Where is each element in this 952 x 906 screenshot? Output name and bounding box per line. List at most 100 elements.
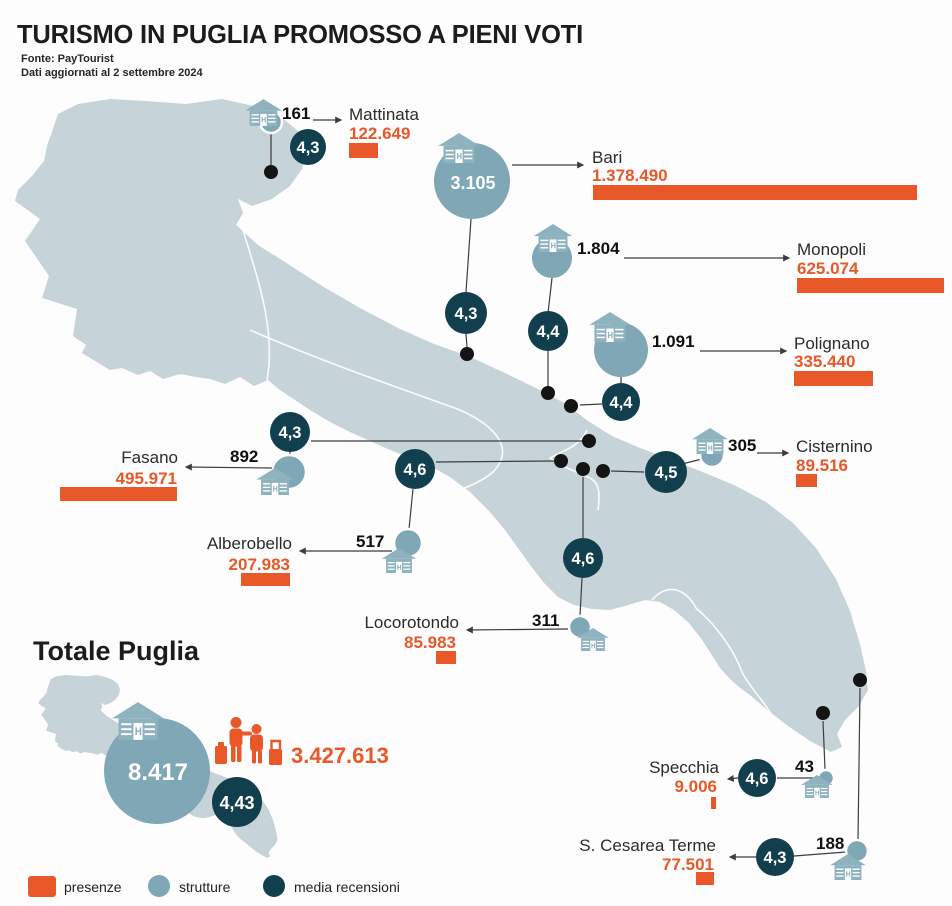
cisternino-strutture-value: 305	[728, 436, 756, 455]
mattinata-media-circle	[290, 129, 326, 165]
totale-heading: Totale Puglia	[33, 636, 200, 666]
city-group-specchia: 4,6 43 Specchia 9.006	[649, 706, 836, 809]
polignano-presenze-value: 335.440	[794, 352, 855, 371]
map-dot	[541, 386, 555, 400]
house-icon	[691, 428, 729, 454]
connector-line	[579, 403, 603, 406]
connector-line	[579, 577, 583, 617]
house-icon	[112, 702, 164, 740]
totale-presenze-value: 3.427.613	[291, 743, 389, 768]
house-icon	[245, 99, 282, 126]
map-dot	[554, 454, 568, 468]
cesarea-name-label: S. Cesarea Terme	[579, 836, 716, 855]
connector-line	[184, 463, 273, 471]
bari-strutture-value: 3.105	[450, 173, 495, 193]
cesarea-presenze-value: 77.501	[662, 855, 714, 874]
puglia-map	[15, 99, 868, 752]
map-dot	[596, 464, 610, 478]
specchia-media-value: 4,6	[746, 770, 769, 788]
specchia-name-label: Specchia	[649, 758, 719, 777]
alberobello-strutture-value: 517	[356, 532, 384, 551]
monopoli-media-circle	[528, 311, 568, 351]
legend-media-swatch	[263, 875, 285, 897]
connector-line	[857, 687, 861, 841]
totale-media-value: 4,43	[219, 793, 254, 813]
connector-line	[610, 470, 645, 473]
map-dot	[460, 347, 474, 361]
locorotondo-presenze-value: 85.983	[404, 633, 456, 652]
cisternino-media-circle	[645, 451, 687, 493]
connector-line	[793, 851, 847, 857]
house-icon	[533, 224, 573, 252]
city-group-cesarea: 4,3 188 S. Cesarea Terme 77.501	[579, 673, 870, 885]
fasano-name-label: Fasano	[121, 448, 178, 467]
bari-presenze-bar	[593, 185, 917, 200]
cesarea-presenze-bar	[696, 872, 714, 885]
connector-line	[408, 488, 414, 530]
cesarea-media-value: 4,3	[764, 849, 787, 867]
monopoli-strutture-value: 1.804	[577, 239, 620, 258]
fasano-presenze-bar	[60, 487, 177, 501]
connector-line	[435, 460, 555, 463]
province-borders	[242, 229, 775, 720]
connector-line	[465, 218, 472, 293]
cisternino-media-value: 4,5	[655, 464, 678, 482]
mattinata-presenze-value: 122.649	[349, 124, 410, 143]
city-group-mattinata: 4,3 161 Mattinata 122.649	[245, 99, 419, 179]
legend-strutture-label: strutture	[179, 879, 231, 895]
city-group-alberobello: 4,6 517 Alberobello 207.983	[207, 449, 568, 586]
locorotondo-presenze-bar	[436, 651, 456, 664]
city-group-cisternino: 4,5 305 Cisternino 89.516	[596, 428, 873, 493]
specchia-media-circle	[738, 759, 776, 797]
city-group-locorotondo: 4,6 311 Locorotondo 85.983	[364, 462, 609, 664]
fasano-presenze-value: 495.971	[116, 469, 177, 488]
fasano-media-circle	[270, 412, 310, 452]
totale-strutture-value: 8.417	[128, 759, 188, 786]
polignano-name-label: Polignano	[794, 334, 870, 353]
alberobello-presenze-bar	[241, 573, 290, 586]
connector-line	[465, 333, 468, 348]
locorotondo-media-value: 4,6	[572, 550, 595, 568]
fasano-media-value: 4,3	[279, 424, 302, 442]
map-dot	[564, 399, 578, 413]
connector-line	[465, 626, 569, 634]
polignano-media-circle	[602, 383, 640, 421]
totale-strutture-circle	[104, 718, 210, 824]
polignano-strutture-value: 1.091	[652, 332, 695, 351]
tourists-icon	[215, 716, 284, 767]
cisternino-name-label: Cisternino	[796, 437, 873, 456]
monopoli-name-label: Monopoli	[797, 240, 866, 259]
specchia-strutture-value: 43	[795, 757, 814, 776]
city-group-fasano: 4,3 892 Fasano 495.971	[60, 412, 596, 501]
specchia-presenze-bar	[711, 797, 716, 809]
connector-line	[726, 774, 739, 782]
map-dot	[853, 673, 867, 687]
legend-strutture-swatch	[148, 875, 170, 897]
house-icon	[589, 312, 631, 342]
legend-presenze-label: presenze	[64, 879, 122, 895]
map-dot	[264, 165, 278, 179]
legend: presenze strutture media recensioni	[28, 875, 400, 897]
header: TURISMO IN PUGLIA PROMOSSO A PIENI VOTI …	[17, 21, 583, 79]
monopoli-media-value: 4,4	[537, 323, 561, 341]
locorotondo-strutture-circle	[567, 614, 593, 640]
legend-presenze-swatch	[28, 876, 56, 897]
totale-section: Totale Puglia 8.417 4,43 3.427.613	[33, 636, 389, 858]
connector-line	[547, 277, 553, 314]
alberobello-presenze-value: 207.983	[229, 555, 290, 574]
fasano-strutture-value: 892	[230, 447, 258, 466]
locorotondo-strutture-value: 311	[532, 611, 559, 630]
city-group-monopoli: 4,4 1.804 Monopoli 625.074	[528, 224, 944, 400]
legend-media-label: media recensioni	[294, 879, 400, 895]
mattinata-presenze-bar	[349, 143, 378, 158]
city-group-polignano: 4,4 1.091 Polignano 335.440	[564, 312, 873, 421]
map-dot	[582, 434, 596, 448]
map-dot	[576, 462, 590, 476]
city-group-bari: 4,3 3.105 Bari 1.378.490	[434, 133, 917, 361]
page-title: TURISMO IN PUGLIA PROMOSSO A PIENI VOTI	[17, 21, 583, 49]
locorotondo-media-circle	[563, 538, 603, 578]
bari-media-value: 4,3	[455, 305, 478, 323]
bari-presenze-value: 1.378.490	[592, 166, 668, 185]
mattinata-name-label: Mattinata	[349, 105, 419, 124]
